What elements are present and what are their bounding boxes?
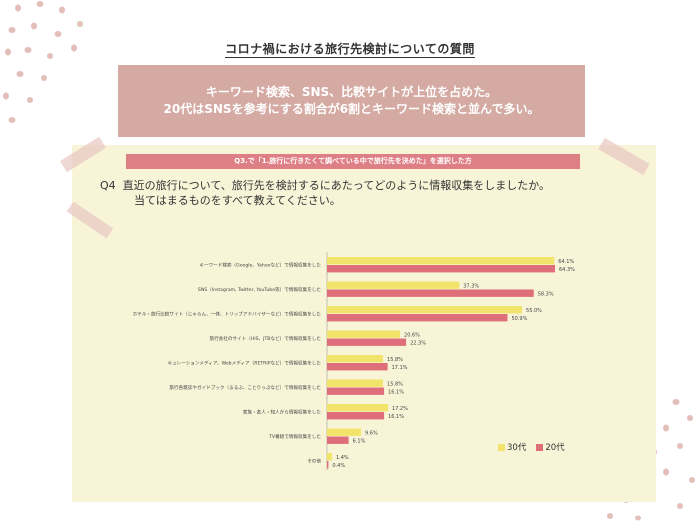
bar-30s: [327, 257, 555, 265]
bar-30s: [327, 404, 388, 412]
category-label: キュレーションメディア、Webメディア（RETRIPなど）で情報収集をした: [168, 360, 322, 367]
summary-line-1: キーワード検索、SNS、比較サイトが上位を占めた。: [205, 85, 498, 99]
data-label: 20.6%: [404, 333, 420, 339]
page-title: コロナ禍における旅行先検討についての質問: [225, 42, 475, 58]
bar-20s: [327, 387, 385, 395]
bar-20s: [327, 363, 388, 371]
category-label: ホテル・旅行比較サイト（じゃらん、一休、トリップアドバイザーなど）で情報収集をし…: [133, 311, 322, 318]
data-label: 50.9%: [511, 316, 527, 322]
chart-legend: 30代 20代: [498, 441, 565, 453]
data-label: 58.3%: [538, 292, 554, 298]
bar-20s: [327, 265, 555, 273]
bar-30s: [327, 306, 523, 314]
data-label: 22.3%: [410, 341, 426, 347]
bar-20s: [327, 314, 508, 322]
legend-item-20s: 20代: [536, 441, 565, 453]
category-label: 家族・友人・知人から情報収集をした: [243, 409, 322, 416]
category-label: キーワード検索（Google、Yahooなど）で情報収集をした: [199, 262, 321, 269]
legend-swatch-20s: [536, 443, 544, 451]
data-label: 0.4%: [332, 463, 345, 469]
data-label: 64.1%: [558, 259, 574, 265]
bar-20s: [327, 461, 329, 469]
bar-20s: [327, 412, 385, 420]
legend-label-20s: 20代: [545, 443, 565, 453]
question-line-2: 当てはまるものをすべて教えてください。: [134, 194, 341, 207]
condition-banner: Q3.で「1.旅行に行きたくて調べている中で旅行先を決めた」を選択した方: [126, 154, 580, 169]
data-label: 37.3%: [463, 284, 479, 290]
category-label: TV番組で情報収集をした: [268, 433, 321, 440]
data-label: 15.8%: [387, 357, 403, 363]
bar-30s: [327, 281, 460, 289]
chart-panel: [72, 145, 656, 502]
bar-30s: [327, 355, 384, 363]
data-label: 64.3%: [559, 267, 575, 273]
category-label: その他: [307, 458, 321, 465]
bar-30s: [327, 379, 384, 387]
question-text: Q4 直近の旅行について、旅行先を検討するにあたってどのように情報収集をしました…: [100, 178, 660, 208]
summary-box: キーワード検索、SNS、比較サイトが上位を占めた。 20代はSNSを参考にする割…: [118, 65, 585, 137]
data-label: 17.1%: [392, 365, 408, 371]
data-label: 6.1%: [353, 439, 366, 445]
bar-30s: [327, 428, 362, 436]
question-number: Q4: [100, 179, 116, 192]
bar-20s: [327, 289, 534, 297]
category-label: 旅行各雑誌やガイドブック（るるぶ、ことりっぷなど）で情報収集をした: [169, 384, 321, 391]
question-line-1: 直近の旅行について、旅行先を検討するにあたってどのように情報収集をしましたか。: [122, 179, 551, 192]
data-label: 17.2%: [392, 406, 408, 412]
data-label: 16.1%: [388, 414, 404, 420]
category-label: SNS（Instagram, Twitter, YouTube等）で情報収集をし…: [198, 286, 321, 293]
legend-swatch-30s: [498, 443, 505, 451]
data-label: 1.4%: [336, 455, 349, 461]
category-label: 旅行会社のサイト（HIS、JTBなど）で情報収集をした: [209, 335, 321, 342]
data-label: 9.6%: [365, 431, 378, 437]
bar-30s: [327, 330, 401, 338]
data-label: 55.0%: [526, 308, 542, 314]
data-label: 15.8%: [387, 382, 403, 388]
legend-item-30s: 30代: [498, 441, 526, 453]
legend-label-30s: 30代: [507, 443, 527, 453]
bar-20s: [327, 338, 407, 346]
data-label: 16.1%: [388, 390, 404, 396]
bar-30s: [327, 453, 332, 461]
bar-20s: [327, 436, 349, 444]
summary-line-2: 20代はSNSを参考にする割合が6割とキーワード検索と並んで多い。: [163, 102, 540, 116]
